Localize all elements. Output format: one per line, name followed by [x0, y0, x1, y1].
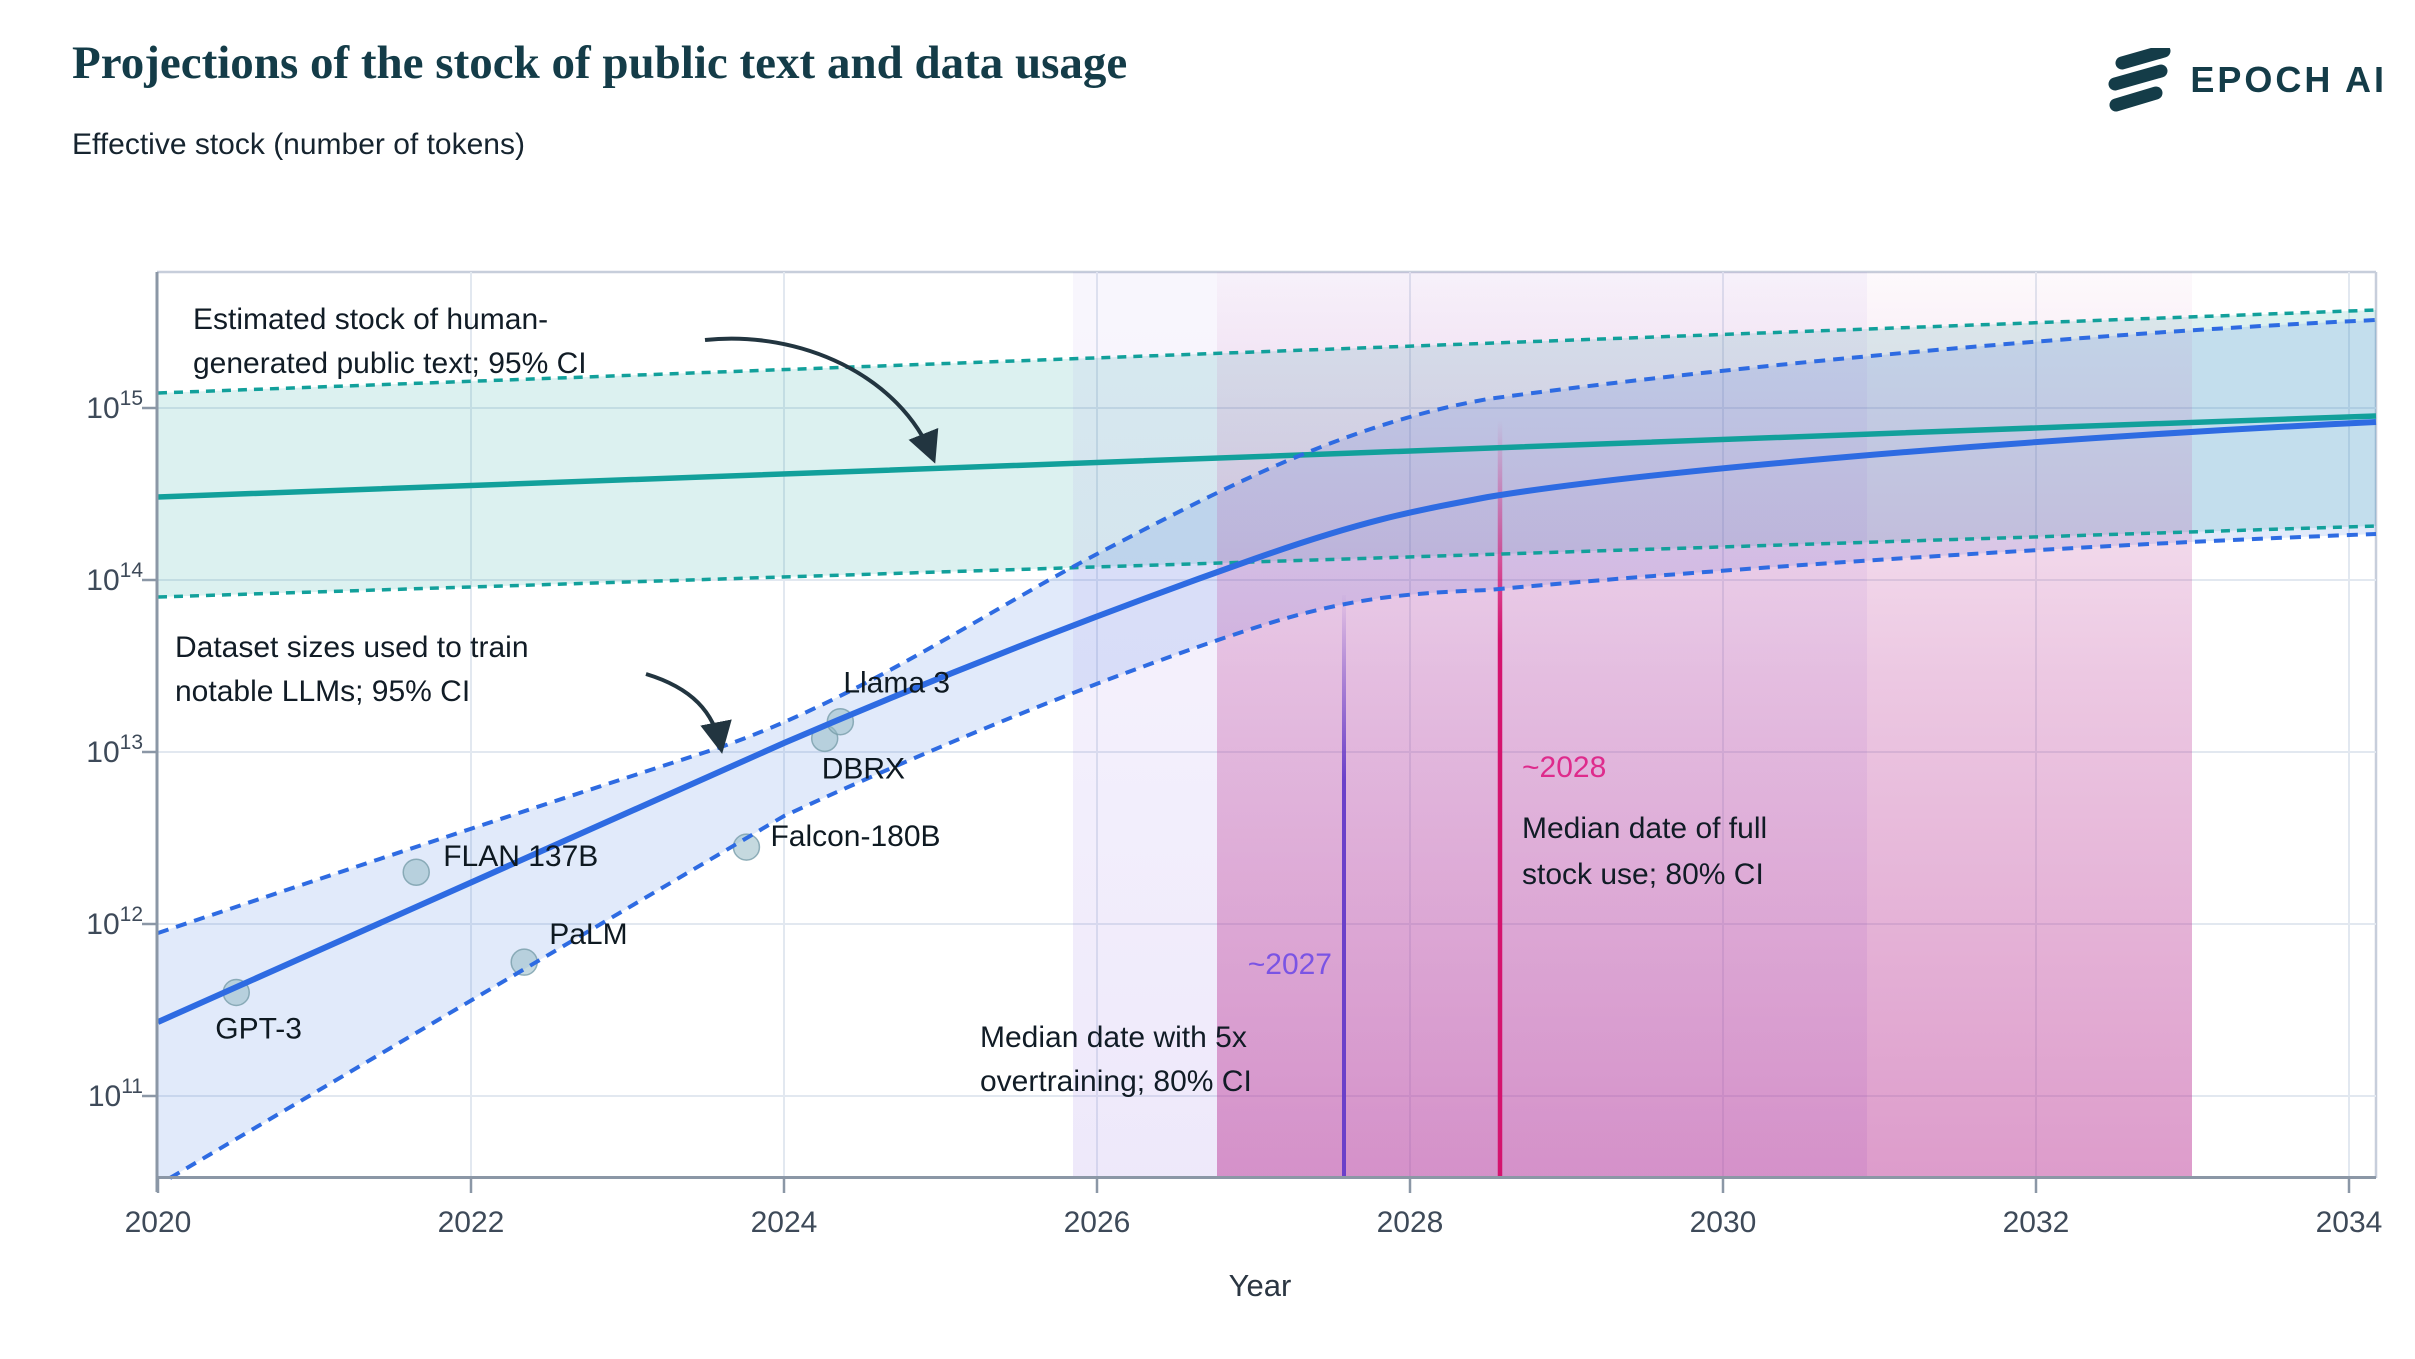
dataset-median-line — [156, 419, 2377, 1025]
y-axis-super-title: Effective stock (number of tokens) — [72, 128, 525, 161]
y-tick-label: 1011 — [88, 1075, 143, 1113]
brand-logo: EPOCH AI — [2108, 48, 2387, 112]
full-stock-annotation: ~2028 Median date of full stock use; 80%… — [1522, 751, 1767, 891]
model-point — [402, 858, 430, 886]
dataset-sizes-annotation: Dataset sizes used to train notable LLMs… — [175, 631, 732, 754]
human-stock-annotation-line2: generated public text; 95% CI — [193, 347, 587, 380]
x-tick-label: 2026 — [1064, 1206, 1131, 1239]
model-label: FLAN 137B — [443, 840, 598, 873]
overtraining-desc-line2: overtraining; 80% CI — [980, 1065, 1252, 1098]
dataset-annotation-line2: notable LLMs; 95% CI — [175, 675, 470, 708]
x-tick-label: 2022 — [438, 1206, 505, 1239]
axis-tick-labels: 2020 2022 2024 2026 2028 2030 2032 2034 1015 1014… — [86, 387, 2382, 1239]
y-tick-label: 1015 — [86, 387, 143, 425]
page-title: Projections of the stock of public text … — [72, 37, 1128, 89]
dataset-upper-ci-line — [157, 318, 2377, 935]
x-tick-label: 2028 — [1377, 1206, 1444, 1239]
y-tick-label: 1014 — [86, 559, 143, 597]
overtraining-desc-line1: Median date with 5x — [980, 1021, 1247, 1054]
x-tick-label: 2020 — [125, 1206, 192, 1239]
model-label: PaLM — [549, 918, 627, 951]
x-tick-label: 2030 — [1690, 1206, 1757, 1239]
y-tick-label: 1013 — [86, 731, 143, 769]
model-label: Falcon-180B — [770, 820, 940, 853]
model-label: GPT-3 — [215, 1012, 302, 1045]
dataset-curves — [156, 318, 2377, 1180]
model-label: DBRX — [822, 752, 905, 785]
model-labels: GPT-3 FLAN 137B PaLM Falcon-180B DBRX Llama 3 — [215, 667, 950, 1046]
brand-name: EPOCH AI — [2190, 59, 2387, 100]
human-text-lower-ci-line — [157, 524, 2377, 599]
overtraining-date-label: ~2027 — [1248, 948, 1332, 981]
human-stock-arrow — [704, 336, 939, 464]
human-text-curves — [157, 308, 2377, 599]
human-text-upper-ci-line — [157, 308, 2377, 395]
full-stock-date-label: ~2028 — [1522, 751, 1606, 784]
epoch-logo-icon — [2108, 48, 2171, 112]
y-tick-label: 1012 — [86, 903, 143, 941]
model-label: Llama 3 — [843, 667, 950, 700]
overtraining-annotation: ~2027 Median date with 5x overtraining; … — [980, 948, 1332, 1098]
full-stock-ci-band — [1217, 272, 2192, 1178]
full-stock-desc-line1: Median date of full — [1522, 812, 1767, 845]
x-axis-title: Year — [1229, 1268, 1292, 1303]
x-tick-label: 2024 — [751, 1206, 818, 1239]
dataset-annotation-line1: Dataset sizes used to train — [175, 631, 529, 664]
human-stock-annotation: Estimated stock of human- generated publ… — [193, 303, 939, 464]
axes — [155, 272, 2376, 1192]
x-tick-label: 2034 — [2316, 1206, 2383, 1239]
dataset-arrow — [645, 672, 732, 754]
human-stock-annotation-line1: Estimated stock of human- — [193, 303, 548, 336]
dataset-lower-ci-line — [168, 532, 2377, 1180]
x-tick-label: 2032 — [2003, 1206, 2070, 1239]
full-stock-desc-line2: stock use; 80% CI — [1522, 858, 1764, 891]
human-text-median-line — [157, 413, 2377, 500]
